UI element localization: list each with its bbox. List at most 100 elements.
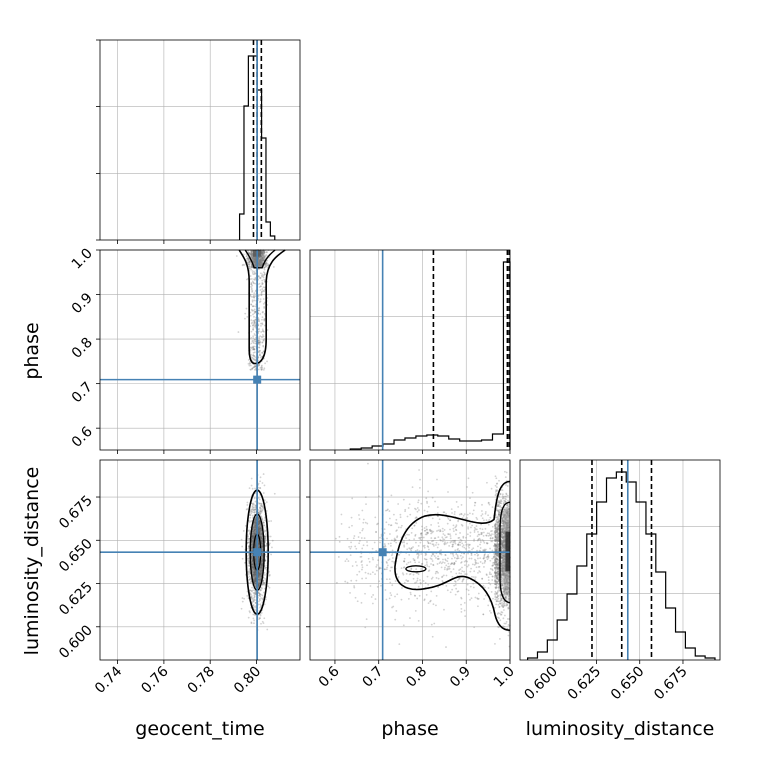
sample-point: [251, 289, 254, 292]
sample-point: [259, 603, 262, 606]
sample-point: [501, 590, 504, 593]
sample-point: [354, 545, 357, 548]
sample-point: [503, 604, 506, 606]
sample-point: [254, 310, 257, 313]
sample-point: [408, 554, 411, 556]
sample-point: [248, 533, 251, 535]
sample-point: [494, 571, 497, 574]
sample-point: [273, 492, 276, 495]
sample-point: [254, 492, 257, 494]
sample-point: [494, 572, 497, 575]
sample-point: [500, 555, 503, 558]
sample-point: [451, 545, 454, 548]
sample-point: [261, 505, 264, 508]
sample-point: [497, 543, 500, 546]
sample-point: [503, 596, 506, 599]
sample-point: [259, 506, 261, 509]
sample-point: [495, 520, 498, 523]
sample-point: [419, 541, 422, 544]
sample-point: [259, 300, 262, 303]
sample-point: [261, 251, 264, 254]
sample-point: [261, 263, 263, 266]
sample-point: [391, 557, 394, 559]
sample-point: [415, 572, 418, 574]
sample-point: [248, 575, 251, 578]
sample-point: [262, 286, 265, 289]
sample-point: [494, 533, 497, 535]
sample-point: [397, 576, 400, 578]
sample-point: [257, 320, 260, 323]
sample-point: [258, 260, 261, 263]
sample-point: [402, 624, 405, 627]
sample-point: [436, 563, 439, 565]
sample-point: [360, 561, 363, 563]
sample-point: [258, 263, 261, 266]
sample-point: [449, 535, 452, 537]
sample-point: [500, 545, 503, 548]
sample-point: [501, 489, 504, 492]
sample-point: [262, 257, 264, 260]
sample-point: [252, 600, 255, 603]
sample-point: [496, 576, 498, 579]
sample-point: [249, 254, 252, 256]
sample-point: [253, 348, 256, 351]
sample-point: [506, 485, 509, 487]
sample-point: [387, 542, 390, 545]
sample-point: [250, 283, 253, 285]
sample-point: [250, 347, 253, 350]
sample-point: [486, 555, 489, 558]
sample-point: [501, 543, 503, 546]
sample-point: [257, 364, 260, 367]
sample-point: [396, 522, 398, 525]
sample-point: [500, 543, 503, 545]
sample-point: [251, 253, 253, 256]
sample-point: [251, 252, 254, 255]
sample-point: [499, 612, 501, 615]
sample-point: [505, 493, 508, 496]
sample-point: [460, 572, 463, 575]
sample-point: [254, 290, 257, 292]
sample-point: [261, 258, 264, 261]
sample-point: [504, 500, 507, 503]
sample-point: [248, 263, 251, 266]
sample-point: [495, 552, 498, 555]
sample-point: [500, 605, 503, 607]
sample-point: [497, 567, 500, 570]
sample-point: [260, 586, 263, 589]
sample-point: [408, 547, 411, 550]
sample-point: [338, 535, 341, 538]
sample-point: [253, 355, 256, 358]
sample-point: [444, 559, 447, 562]
sample-point: [250, 368, 252, 371]
sample-point: [259, 510, 262, 513]
sample-point: [497, 501, 500, 504]
sample-point: [501, 570, 504, 572]
sample-point: [253, 260, 256, 263]
sample-point: [495, 544, 498, 547]
sample-point: [435, 570, 438, 573]
contour-inner: [244, 249, 276, 269]
sample-point: [270, 553, 273, 556]
sample-point: [259, 487, 262, 489]
sample-point: [497, 572, 500, 575]
sample-point: [264, 541, 267, 544]
contour-outer: [238, 249, 286, 365]
sample-point: [494, 544, 497, 547]
sample-point: [259, 261, 262, 264]
sample-point: [423, 509, 426, 512]
sample-point: [261, 253, 264, 256]
sample-point: [443, 511, 446, 514]
sample-point: [263, 254, 266, 257]
sample-point: [263, 256, 266, 258]
sample-point: [417, 544, 420, 547]
histogram-bin-10: [460, 441, 471, 450]
sample-point: [262, 258, 265, 261]
sample-point: [254, 262, 257, 265]
sample-point: [498, 505, 501, 508]
sample-point: [254, 602, 257, 604]
sample-point: [252, 282, 255, 285]
sample-point: [481, 531, 483, 534]
sample-point: [492, 597, 494, 600]
sample-point: [480, 532, 483, 534]
sample-point: [259, 289, 262, 291]
